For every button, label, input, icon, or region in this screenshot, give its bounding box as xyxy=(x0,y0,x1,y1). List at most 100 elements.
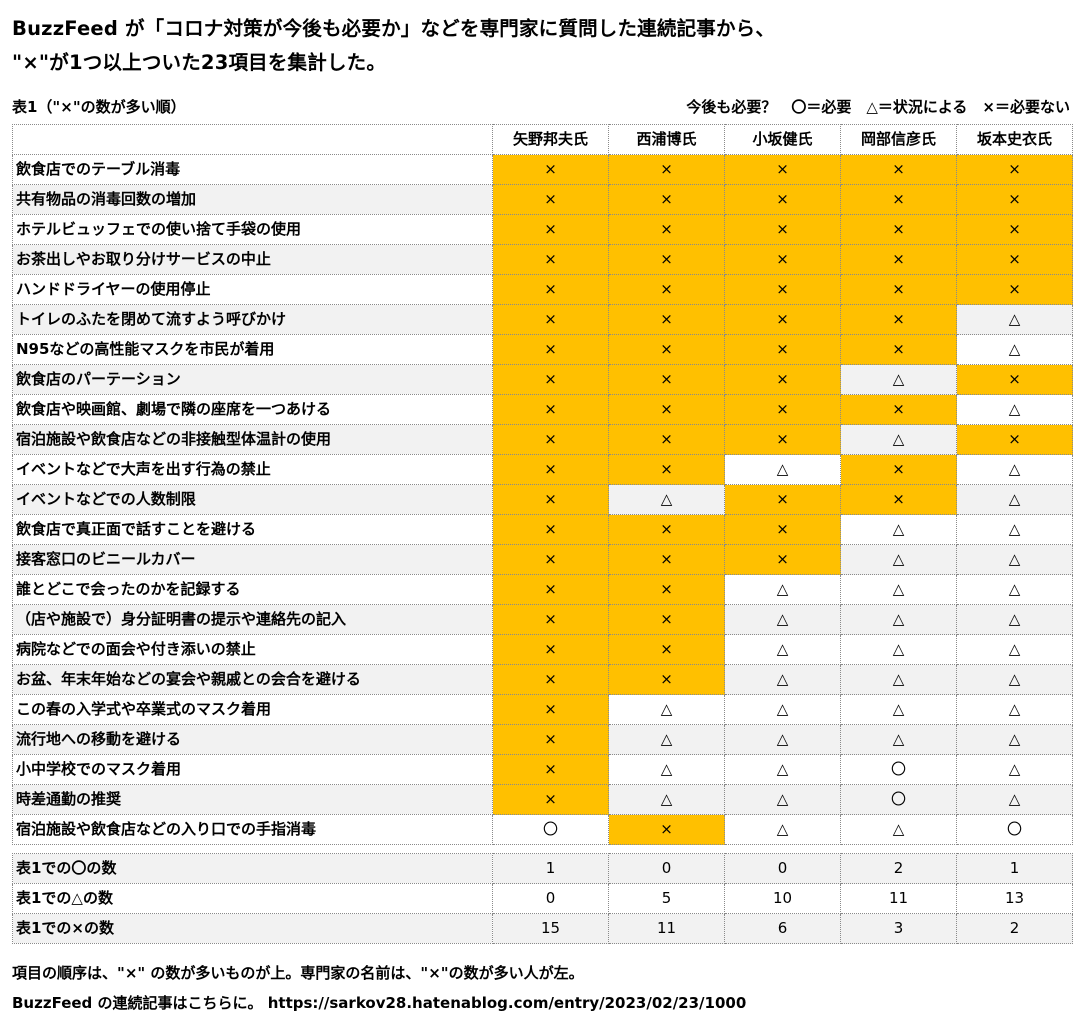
mark-cell: × xyxy=(957,155,1073,185)
mark-cell: × xyxy=(493,485,609,515)
mark-cell: × xyxy=(841,185,957,215)
mark-cell: × xyxy=(609,335,725,365)
note-link: BuzzFeed の連続記事はこちらに。 https://sarkov28.ha… xyxy=(12,988,746,1018)
mark-cell: × xyxy=(609,245,725,275)
row-label: 飲食店でのテーブル消毒 xyxy=(13,155,493,185)
summary-count: 13 xyxy=(957,884,1073,914)
mark-cell: × xyxy=(493,515,609,545)
mark-cell: × xyxy=(725,245,841,275)
mark-cell: △ xyxy=(841,665,957,695)
mark-cell: × xyxy=(841,395,957,425)
mark-cell: △ xyxy=(725,665,841,695)
mark-cell: △ xyxy=(957,455,1073,485)
mark-cell: × xyxy=(841,335,957,365)
table-caption: 表1（"×"の数が多い順） xyxy=(12,96,186,117)
mark-cell: △ xyxy=(725,605,841,635)
mark-cell: △ xyxy=(841,695,957,725)
mark-cell: △ xyxy=(957,485,1073,515)
summary-row: 表1での△の数 0 5 10 11 13 xyxy=(13,884,1073,914)
expert-header: 坂本史衣氏 xyxy=(957,125,1073,155)
mark-cell: △ xyxy=(725,455,841,485)
mark-cell: × xyxy=(493,755,609,785)
summary-label: 表1での×の数 xyxy=(13,914,493,944)
mark-cell: × xyxy=(725,155,841,185)
summary-count: 0 xyxy=(725,854,841,884)
mark-cell: △ xyxy=(841,545,957,575)
mark-cell: △ xyxy=(957,575,1073,605)
table-row: ホテルビュッフェでの使い捨て手袋の使用 × × × × × xyxy=(13,215,1073,245)
mark-cell: △ xyxy=(957,785,1073,815)
mark-cell: △ xyxy=(841,365,957,395)
mark-cell: △ xyxy=(841,815,957,845)
expert-header: 小坂健氏 xyxy=(725,125,841,155)
mark-cell: △ xyxy=(957,305,1073,335)
mark-cell: × xyxy=(493,365,609,395)
mark-cell: × xyxy=(841,215,957,245)
row-label: N95などの高性能マスクを市民が着用 xyxy=(13,335,493,365)
summary-count: 5 xyxy=(609,884,725,914)
mark-cell: × xyxy=(957,215,1073,245)
mark-cell: × xyxy=(841,305,957,335)
row-label: 誰とどこで会ったのかを記録する xyxy=(13,575,493,605)
mark-cell: △ xyxy=(609,695,725,725)
main-table: 矢野邦夫氏 西浦博氏 小坂健氏 岡部信彦氏 坂本史衣氏 飲食店でのテーブル消毒 × × × × × 共… xyxy=(12,124,1073,845)
legend: 今後も必要？ 〇＝必要 △＝状況による ×＝必要ない xyxy=(686,96,1070,117)
table-row: イベントなどでの人数制限 × △ × × △ xyxy=(13,485,1073,515)
mark-cell: × xyxy=(725,485,841,515)
table-row: この春の入学式や卒業式のマスク着用 × △ △ △ △ xyxy=(13,695,1073,725)
mark-cell: △ xyxy=(957,635,1073,665)
mark-cell: × xyxy=(493,425,609,455)
mark-cell: × xyxy=(609,515,725,545)
summary-count: 0 xyxy=(493,884,609,914)
mark-cell: × xyxy=(725,305,841,335)
summary-count: 1 xyxy=(493,854,609,884)
mark-cell: × xyxy=(725,425,841,455)
table-row: お茶出しやお取り分けサービスの中止 × × × × × xyxy=(13,245,1073,275)
mark-cell: △ xyxy=(957,665,1073,695)
mark-cell: × xyxy=(841,485,957,515)
summary-count: 1 xyxy=(957,854,1073,884)
mark-cell: × xyxy=(493,665,609,695)
mark-cell: △ xyxy=(957,335,1073,365)
mark-cell: △ xyxy=(957,515,1073,545)
summary-table: 表1での〇の数 1 0 0 2 1 表1での△の数 0 5 10 11 13 表1での×の数 15 11 6 3… xyxy=(12,853,1073,944)
mark-cell: × xyxy=(609,275,725,305)
mark-cell: × xyxy=(493,245,609,275)
mark-cell: × xyxy=(493,335,609,365)
mark-cell: × xyxy=(609,455,725,485)
title-line-1: BuzzFeed が「コロナ対策が今後も必要か」などを専門家に質問した連続記事か… xyxy=(12,12,1072,46)
summary-count: 15 xyxy=(493,914,609,944)
mark-cell: △ xyxy=(841,425,957,455)
mark-cell: × xyxy=(493,155,609,185)
mark-cell: × xyxy=(609,635,725,665)
table-row: 宿泊施設や飲食店などの非接触型体温計の使用 × × × △ × xyxy=(13,425,1073,455)
summary-count: 10 xyxy=(725,884,841,914)
mark-cell: △ xyxy=(841,575,957,605)
mark-cell: × xyxy=(725,185,841,215)
summary-count: 11 xyxy=(841,884,957,914)
mark-cell: △ xyxy=(841,515,957,545)
row-label: 病院などでの面会や付き添いの禁止 xyxy=(13,635,493,665)
mark-cell: × xyxy=(725,365,841,395)
mark-cell: × xyxy=(725,515,841,545)
table-row: 飲食店でのテーブル消毒 × × × × × xyxy=(13,155,1073,185)
title-line-2: "×"が1つ以上ついた23項目を集計した。 xyxy=(12,46,1072,80)
mark-cell: × xyxy=(841,455,957,485)
table-row: 共有物品の消毒回数の増加 × × × × × xyxy=(13,185,1073,215)
row-label: この春の入学式や卒業式のマスク着用 xyxy=(13,695,493,725)
mark-cell: △ xyxy=(957,605,1073,635)
mark-cell: × xyxy=(957,425,1073,455)
mark-cell: △ xyxy=(725,725,841,755)
table-row: N95などの高性能マスクを市民が着用 × × × × △ xyxy=(13,335,1073,365)
table-row: 飲食店のパーテーション × × × △ × xyxy=(13,365,1073,395)
expert-header: 西浦博氏 xyxy=(609,125,725,155)
mark-cell: × xyxy=(493,725,609,755)
row-label: ハンドドライヤーの使用停止 xyxy=(13,275,493,305)
mark-cell: △ xyxy=(725,635,841,665)
mark-cell: × xyxy=(609,305,725,335)
mark-cell: × xyxy=(493,545,609,575)
mark-cell: × xyxy=(609,185,725,215)
row-label: イベントなどで大声を出す行為の禁止 xyxy=(13,455,493,485)
summary-count: 6 xyxy=(725,914,841,944)
mark-cell: △ xyxy=(725,785,841,815)
